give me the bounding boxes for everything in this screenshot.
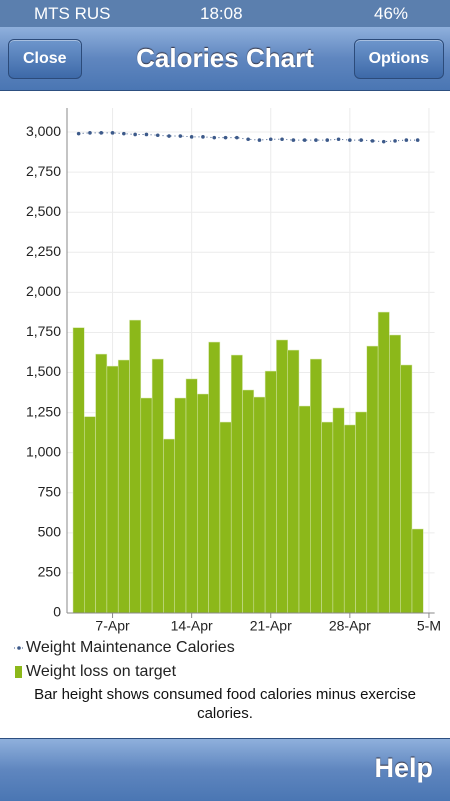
bar	[253, 396, 266, 614]
line-point	[291, 138, 296, 142]
bar	[242, 389, 255, 614]
bar	[163, 438, 175, 614]
y-tick-label: 1,250	[26, 403, 61, 419]
line-point	[144, 132, 149, 137]
line-point	[359, 138, 363, 142]
y-tick-label: 500	[38, 524, 62, 540]
bar	[208, 341, 221, 614]
bar	[298, 405, 311, 614]
bar	[366, 345, 379, 614]
y-tick-label: 3,000	[26, 123, 61, 139]
line-point	[76, 131, 81, 136]
bar	[84, 416, 96, 614]
line-point	[88, 131, 92, 135]
bar	[230, 354, 243, 614]
y-tick-label: 750	[38, 483, 62, 499]
y-tick-label: 1,500	[26, 363, 61, 379]
bar	[355, 411, 368, 614]
line-point	[381, 139, 386, 144]
y-tick-label: 1,000	[26, 443, 61, 459]
bar	[264, 370, 277, 614]
bar	[95, 353, 108, 614]
bar	[389, 334, 401, 614]
options-button[interactable]: Options	[353, 39, 444, 79]
bar	[151, 358, 164, 614]
line-point	[235, 135, 239, 140]
line-point	[223, 135, 228, 140]
bar	[197, 393, 209, 614]
x-tick-label: 21-Apr	[250, 618, 292, 634]
line-point	[167, 134, 171, 138]
bar	[400, 364, 413, 614]
bar	[219, 421, 232, 614]
battery: 46%	[374, 4, 409, 23]
line-point	[246, 137, 250, 142]
legend-label: Weight Maintenance Calories	[26, 639, 235, 656]
bar	[129, 319, 142, 614]
line-point	[348, 138, 352, 142]
y-tick-label: 1,750	[26, 323, 61, 339]
help-button[interactable]: Help	[374, 753, 433, 783]
line	[78, 132, 418, 143]
line-point	[370, 139, 375, 143]
bar	[174, 397, 187, 614]
chart: 0 250 500 750 1,000 1,250 1,500 1,750 2,000 2,250…	[14, 108, 441, 680]
bar	[310, 358, 322, 614]
bar	[287, 349, 300, 614]
legend-label: Weight loss on target	[26, 663, 177, 680]
nav-bar: Close Calories Chart Options	[0, 27, 450, 91]
y-tick-label: 2,500	[26, 203, 61, 219]
line-point	[122, 131, 126, 136]
close-button[interactable]: Close	[8, 39, 82, 79]
bar	[411, 528, 424, 614]
bar	[343, 424, 356, 614]
carrier: MTS RUS	[34, 4, 111, 23]
x-tick-label: 14-Apr	[171, 618, 213, 634]
y-tick-label: 0	[53, 604, 61, 620]
y-tick-label: 2,000	[26, 283, 61, 299]
y-tick-label: 250	[38, 564, 62, 580]
line-point	[99, 131, 104, 135]
x-tick-label: 7-Apr	[95, 618, 130, 634]
bar	[276, 339, 288, 614]
line-point	[257, 138, 262, 142]
line-point	[415, 138, 420, 142]
chart-note: Bar height shows consumed food calories …	[34, 686, 416, 722]
line-point	[110, 131, 115, 135]
line-point	[178, 134, 183, 138]
line-point	[302, 138, 307, 142]
line-point	[314, 138, 318, 142]
legend-swatch	[15, 666, 22, 678]
bar	[185, 378, 198, 614]
x-tick-label: 5-M	[417, 618, 441, 634]
line-point	[280, 137, 284, 142]
bar	[106, 365, 119, 614]
clock: 18:08	[200, 4, 243, 23]
status-bar: MTS RUS 18:08 46%	[0, 0, 450, 27]
y-tick-label: 2,250	[26, 243, 61, 259]
bar	[117, 359, 130, 614]
bar	[332, 407, 345, 614]
legend-swatch	[17, 646, 21, 650]
nav-title: Calories Chart	[136, 43, 314, 73]
bar	[72, 327, 85, 614]
bar	[321, 421, 334, 614]
bar	[377, 311, 390, 614]
line-point	[189, 135, 194, 139]
bar	[140, 397, 153, 614]
line-point	[212, 135, 217, 140]
y-tick-label: 2,750	[26, 163, 61, 179]
x-tick-label: 28-Apr	[329, 618, 371, 634]
line-point	[155, 133, 160, 138]
toolbar: Help	[0, 738, 450, 801]
